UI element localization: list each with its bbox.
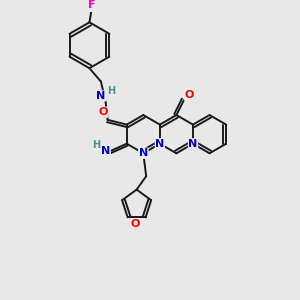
Text: N: N	[155, 139, 164, 149]
Text: N: N	[188, 139, 198, 149]
Text: N: N	[139, 148, 148, 158]
Text: O: O	[130, 219, 140, 229]
Text: N: N	[101, 146, 110, 156]
Text: O: O	[98, 107, 107, 117]
Text: F: F	[88, 0, 95, 10]
Text: H: H	[92, 140, 100, 150]
Text: O: O	[184, 90, 194, 100]
Text: H: H	[107, 86, 116, 96]
Text: N: N	[96, 91, 106, 101]
Text: N: N	[139, 148, 148, 158]
